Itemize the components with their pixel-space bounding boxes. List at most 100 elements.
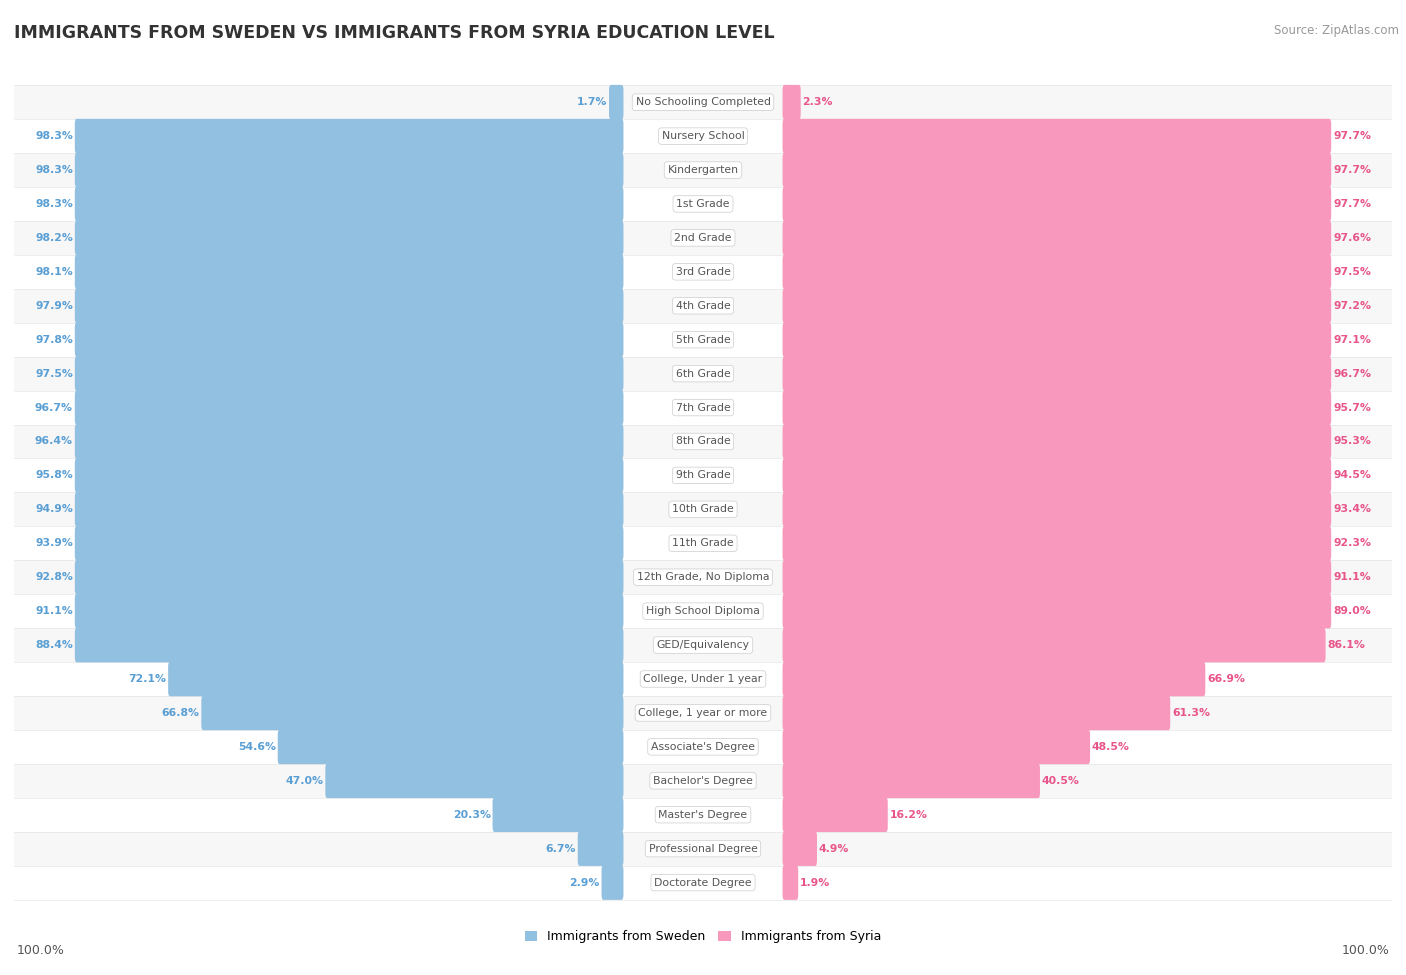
Text: 6th Grade: 6th Grade [676,369,730,378]
Text: 9th Grade: 9th Grade [676,470,730,481]
Text: 7th Grade: 7th Grade [676,403,730,412]
Text: 98.3%: 98.3% [35,165,73,176]
Bar [14,832,1392,866]
FancyBboxPatch shape [783,458,1331,492]
Text: 98.1%: 98.1% [35,267,73,277]
Legend: Immigrants from Sweden, Immigrants from Syria: Immigrants from Sweden, Immigrants from … [520,925,886,949]
Text: 8th Grade: 8th Grade [676,437,730,447]
FancyBboxPatch shape [783,798,887,832]
FancyBboxPatch shape [783,153,1331,187]
FancyBboxPatch shape [602,865,623,900]
Text: 48.5%: 48.5% [1092,742,1130,752]
Text: 89.0%: 89.0% [1333,606,1371,616]
Text: 11th Grade: 11th Grade [672,538,734,548]
Text: 98.3%: 98.3% [35,199,73,209]
Bar [14,561,1392,594]
FancyBboxPatch shape [75,323,623,357]
Text: Nursery School: Nursery School [662,131,744,141]
FancyBboxPatch shape [75,153,623,187]
Bar [14,357,1392,391]
FancyBboxPatch shape [75,560,623,595]
FancyBboxPatch shape [783,356,1331,391]
Bar [14,221,1392,254]
Text: 54.6%: 54.6% [238,742,276,752]
Text: 97.8%: 97.8% [35,334,73,345]
Bar [14,85,1392,119]
Text: 100.0%: 100.0% [1341,945,1389,957]
FancyBboxPatch shape [783,662,1205,696]
Text: 2nd Grade: 2nd Grade [675,233,731,243]
FancyBboxPatch shape [578,832,623,866]
FancyBboxPatch shape [783,695,1170,730]
Text: GED/Equivalency: GED/Equivalency [657,640,749,650]
FancyBboxPatch shape [783,186,1331,221]
Text: 1.9%: 1.9% [800,878,831,887]
Text: 92.3%: 92.3% [1333,538,1371,548]
FancyBboxPatch shape [783,85,800,120]
Text: 2.9%: 2.9% [569,878,599,887]
Text: 96.7%: 96.7% [1333,369,1371,378]
Text: 97.7%: 97.7% [1333,165,1371,176]
Text: 91.1%: 91.1% [35,606,73,616]
Text: 97.6%: 97.6% [1333,233,1371,243]
Bar [14,696,1392,730]
Text: 97.5%: 97.5% [35,369,73,378]
Text: 20.3%: 20.3% [453,809,491,820]
FancyBboxPatch shape [75,254,623,290]
Text: Bachelor's Degree: Bachelor's Degree [652,776,754,786]
Text: 3rd Grade: 3rd Grade [675,267,731,277]
Text: IMMIGRANTS FROM SWEDEN VS IMMIGRANTS FROM SYRIA EDUCATION LEVEL: IMMIGRANTS FROM SWEDEN VS IMMIGRANTS FRO… [14,24,775,42]
FancyBboxPatch shape [783,390,1331,425]
Bar [14,187,1392,221]
FancyBboxPatch shape [75,628,623,662]
Text: Kindergarten: Kindergarten [668,165,738,176]
FancyBboxPatch shape [783,560,1331,595]
Text: 5th Grade: 5th Grade [676,334,730,345]
FancyBboxPatch shape [783,424,1331,459]
Text: 16.2%: 16.2% [890,809,928,820]
Text: 97.7%: 97.7% [1333,131,1371,141]
Bar [14,458,1392,492]
FancyBboxPatch shape [783,220,1331,255]
Text: 94.9%: 94.9% [35,504,73,515]
Text: 97.9%: 97.9% [35,300,73,311]
FancyBboxPatch shape [783,865,799,900]
FancyBboxPatch shape [75,119,623,153]
Text: Associate's Degree: Associate's Degree [651,742,755,752]
Text: Professional Degree: Professional Degree [648,843,758,854]
Text: 66.8%: 66.8% [162,708,200,718]
FancyBboxPatch shape [783,832,817,866]
FancyBboxPatch shape [75,594,623,629]
Text: 91.1%: 91.1% [1333,572,1371,582]
Bar [14,424,1392,458]
FancyBboxPatch shape [169,662,623,696]
Text: 97.5%: 97.5% [1333,267,1371,277]
Text: 95.3%: 95.3% [1333,437,1371,447]
FancyBboxPatch shape [75,220,623,255]
FancyBboxPatch shape [325,763,623,799]
Text: Master's Degree: Master's Degree [658,809,748,820]
Bar [14,119,1392,153]
Text: 4th Grade: 4th Grade [676,300,730,311]
Text: College, 1 year or more: College, 1 year or more [638,708,768,718]
Text: High School Diploma: High School Diploma [647,606,759,616]
FancyBboxPatch shape [783,492,1331,526]
Text: 97.1%: 97.1% [1333,334,1371,345]
Text: No Schooling Completed: No Schooling Completed [636,98,770,107]
Text: 98.2%: 98.2% [35,233,73,243]
FancyBboxPatch shape [75,526,623,561]
Bar [14,289,1392,323]
Bar [14,594,1392,628]
FancyBboxPatch shape [75,289,623,323]
FancyBboxPatch shape [75,424,623,459]
FancyBboxPatch shape [609,85,623,120]
FancyBboxPatch shape [783,526,1331,561]
FancyBboxPatch shape [783,323,1331,357]
Bar [14,866,1392,900]
FancyBboxPatch shape [783,594,1331,629]
Text: 40.5%: 40.5% [1042,776,1080,786]
FancyBboxPatch shape [278,729,623,764]
FancyBboxPatch shape [75,356,623,391]
Text: 93.9%: 93.9% [35,538,73,548]
FancyBboxPatch shape [783,628,1326,662]
